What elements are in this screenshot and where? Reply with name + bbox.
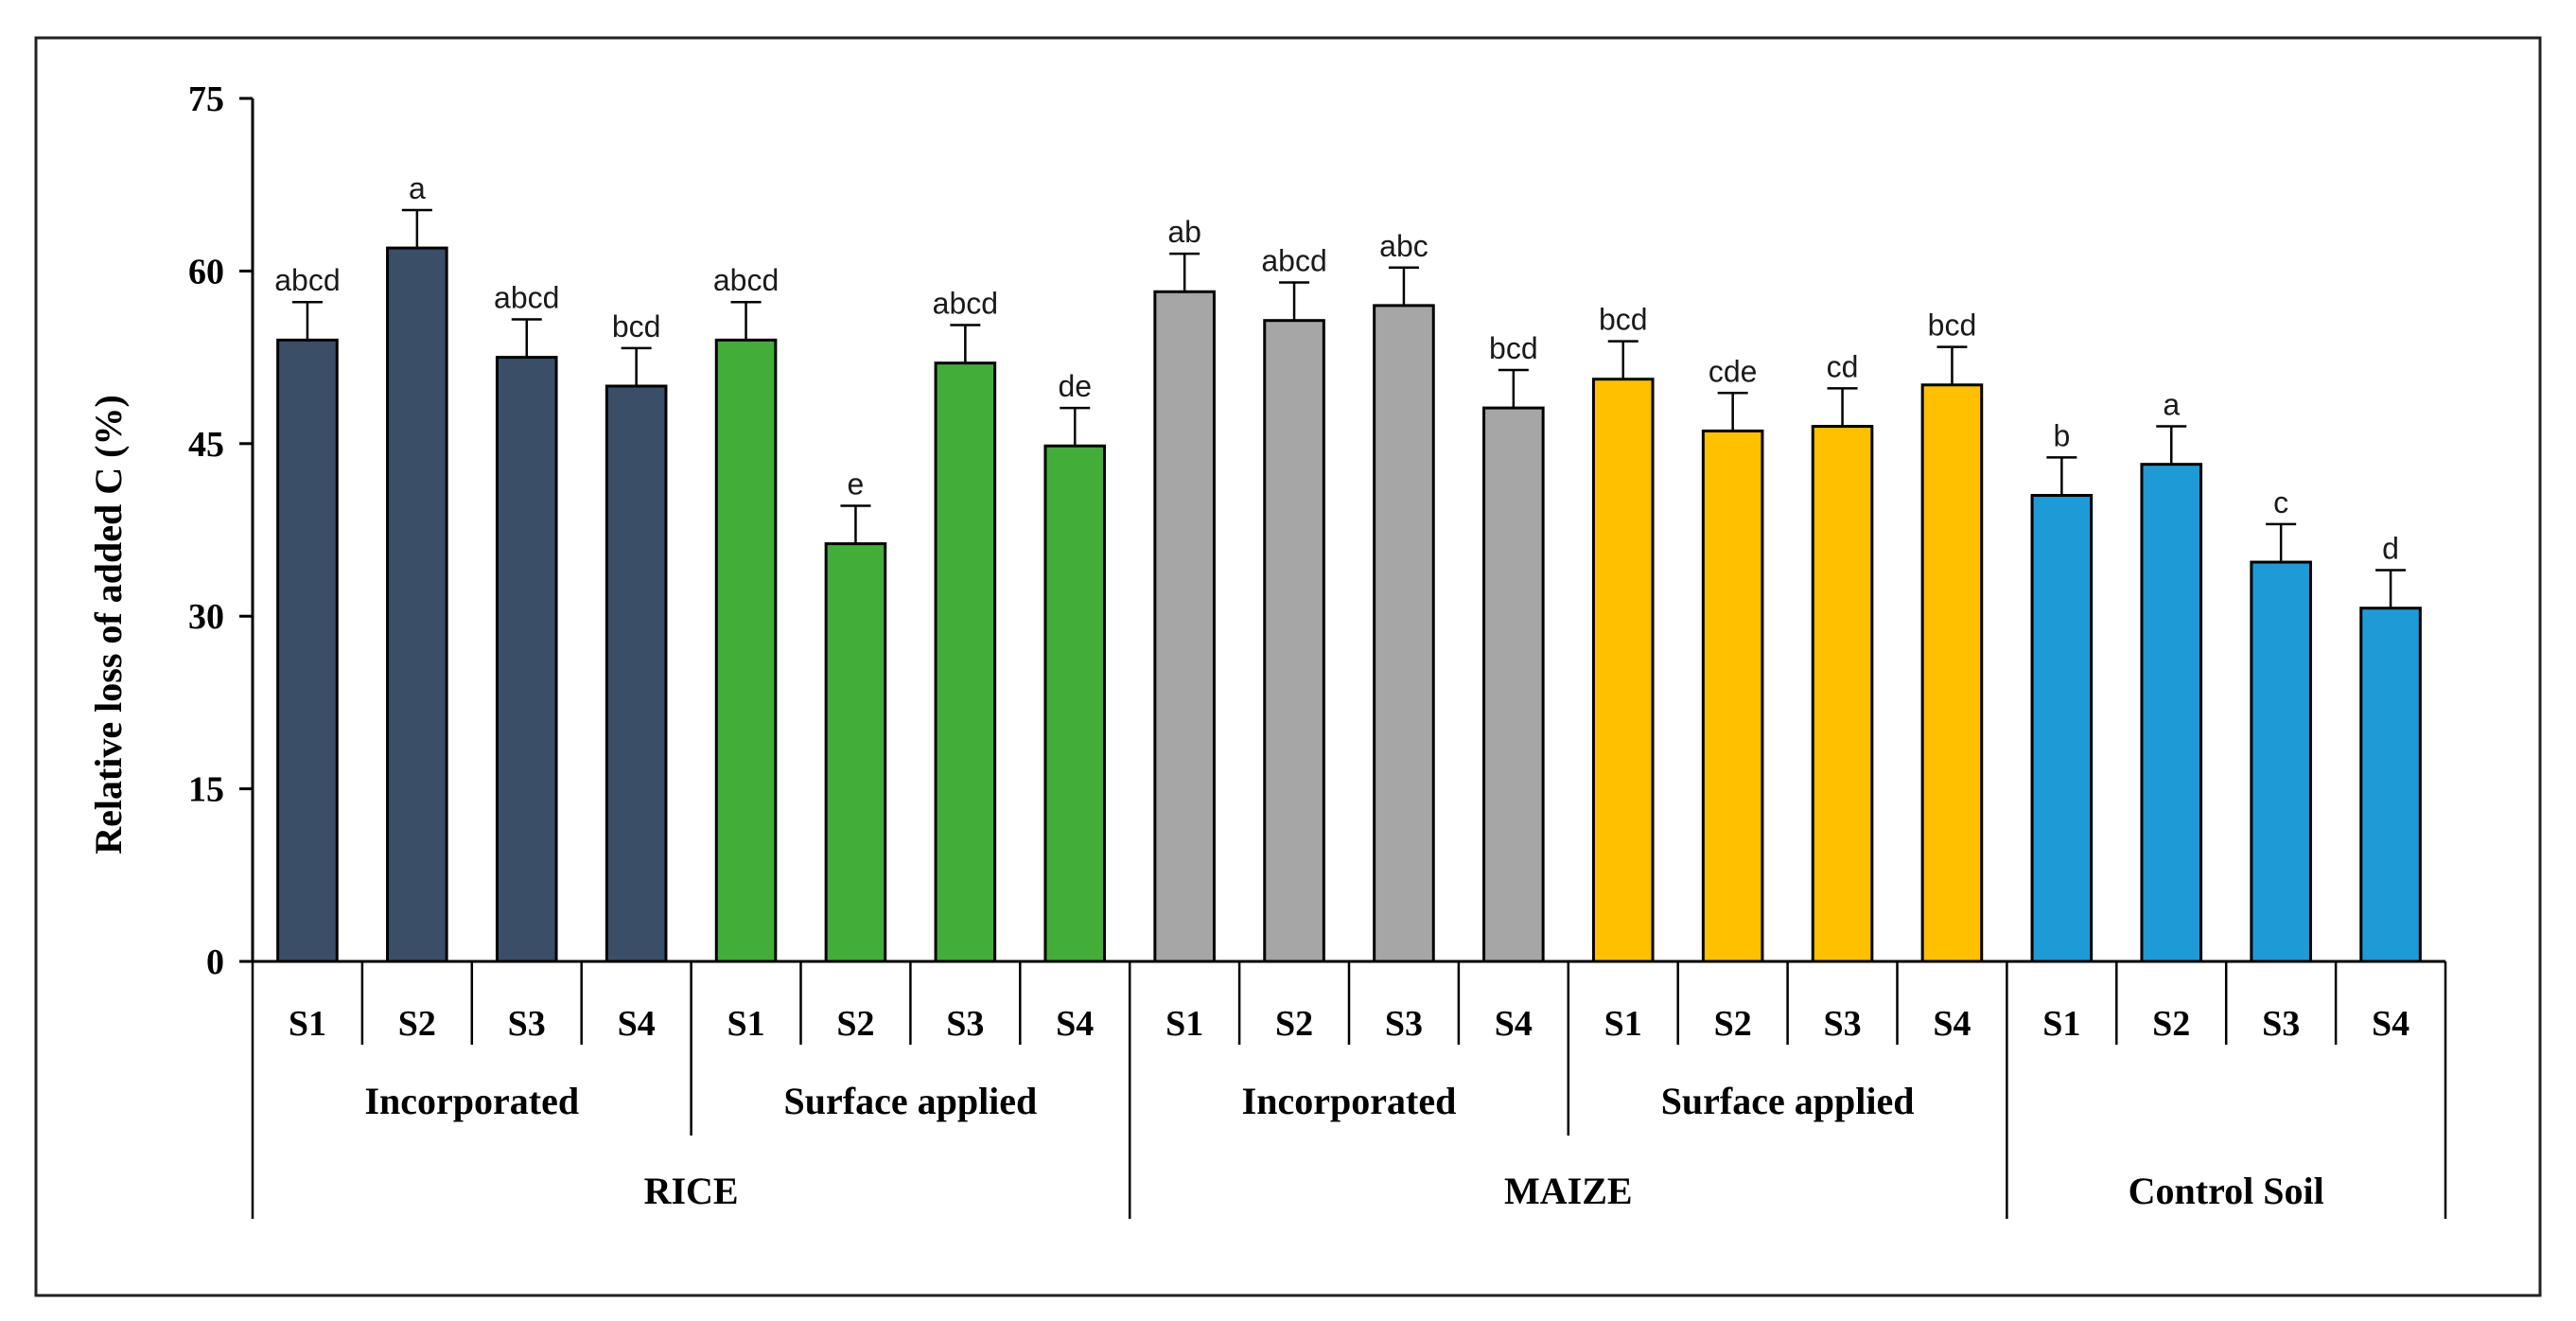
significance-label: cde (1709, 354, 1758, 388)
significance-label: e (848, 467, 865, 501)
significance-label: c (2273, 485, 2288, 520)
category-label: S3 (1823, 1004, 1861, 1044)
bar (1373, 304, 1435, 963)
significance-label: a (409, 171, 426, 205)
significance-label: bcd (1489, 331, 1538, 365)
bar (495, 356, 558, 963)
category-label: S1 (1165, 1004, 1203, 1044)
category-label: S3 (508, 1004, 546, 1044)
subgroup-label: Incorporated (364, 1080, 579, 1122)
y-tick-label: 45 (188, 425, 224, 465)
significance-label: cd (1827, 349, 1859, 383)
axes-layer: S1 S2 S3 S4 S1 S2 S3 S4 S1 S2 S3 S4 S1 S2 S3 S4 S1 S2 S3 S4… (188, 79, 2447, 1219)
category-label: S1 (1604, 1004, 1642, 1044)
category-label: S1 (2042, 1004, 2080, 1044)
subgroup-label: Incorporated (1242, 1080, 1457, 1122)
significance-label: abcd (274, 263, 340, 297)
bar (1482, 406, 1545, 963)
category-label: S2 (398, 1004, 436, 1044)
bar (1920, 383, 1984, 963)
bar (2250, 560, 2312, 963)
category-label: S4 (1495, 1004, 1533, 1044)
significance-label: abcd (494, 280, 559, 314)
category-label: S4 (1056, 1004, 1094, 1044)
bar (1153, 290, 1216, 963)
bar (386, 246, 448, 963)
significance-label: de (1058, 369, 1092, 403)
subgroup-label: Surface applied (1661, 1080, 1915, 1122)
significance-label: abcd (1261, 244, 1326, 278)
bar (1263, 319, 1325, 963)
category-label: S3 (2262, 1004, 2300, 1044)
significance-label: a (2163, 388, 2180, 422)
bar (2140, 463, 2203, 963)
bar (1043, 444, 1107, 963)
significance-label: abc (1379, 229, 1428, 263)
category-label: S4 (618, 1004, 656, 1044)
group-label: Control Soil (2129, 1170, 2324, 1212)
bar (1701, 429, 1764, 963)
significance-label: bcd (612, 309, 661, 343)
group-label: MAIZE (1504, 1170, 1633, 1212)
subgroup-label: Surface applied (784, 1080, 1038, 1122)
group-label: RICE (644, 1170, 739, 1212)
bar (934, 361, 997, 963)
category-label: S4 (2372, 1004, 2410, 1044)
category-label: S1 (289, 1004, 326, 1044)
y-tick-label: 60 (188, 252, 224, 291)
category-label: S2 (1275, 1004, 1313, 1044)
y-tick-label: 0 (206, 942, 224, 982)
bar (1591, 378, 1655, 963)
significance-label: abcd (933, 287, 998, 321)
bar (1811, 425, 1874, 963)
significance-label: abcd (713, 263, 779, 297)
bar (714, 338, 778, 963)
bar (605, 384, 668, 963)
category-label: S3 (1385, 1004, 1423, 1044)
y-tick-label: 30 (188, 597, 224, 637)
significance-label: ab (1167, 215, 1201, 249)
bar (276, 338, 339, 963)
significance-label: b (2053, 418, 2070, 452)
category-label: S2 (836, 1004, 874, 1044)
bar (2030, 494, 2094, 963)
significance-label: bcd (1599, 303, 1648, 337)
bar (824, 542, 887, 963)
y-tick-label: 15 (188, 770, 224, 810)
category-label: S3 (946, 1004, 984, 1044)
category-label: S1 (727, 1004, 764, 1044)
significance-label: bcd (1928, 308, 1977, 343)
category-label: S2 (1714, 1004, 1752, 1044)
bar (2359, 607, 2422, 963)
y-axis-title: Relative loss of added C (%) (87, 395, 130, 854)
significance-label: d (2382, 532, 2399, 566)
y-tick-label: 75 (188, 79, 224, 119)
error-bars-layer (291, 208, 2407, 608)
category-label: S4 (1933, 1004, 1971, 1044)
category-label: S2 (2152, 1004, 2190, 1044)
